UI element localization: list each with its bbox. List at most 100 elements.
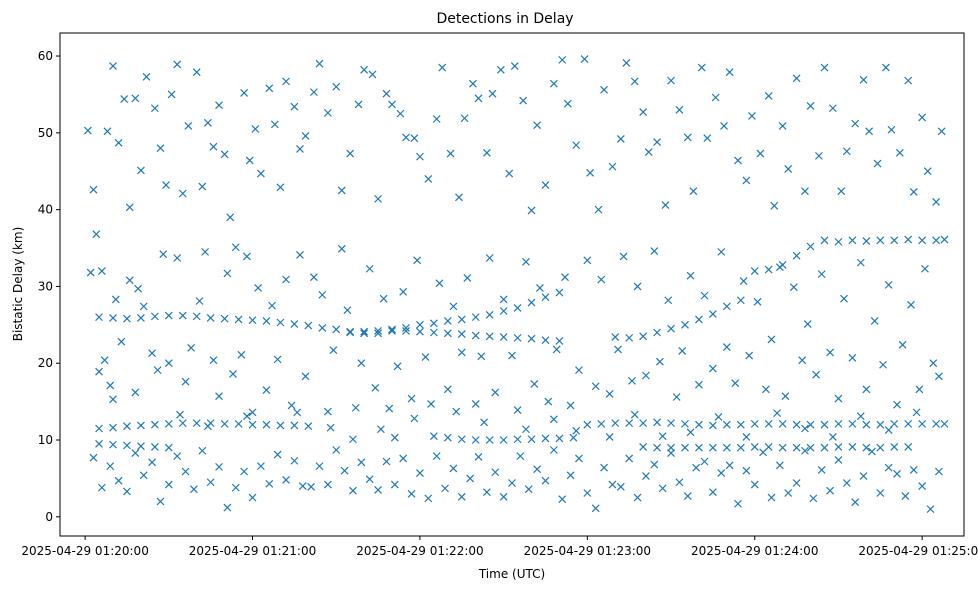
data-point: [150, 420, 159, 429]
data-point: [452, 407, 461, 416]
data-point: [700, 291, 709, 300]
data-point: [778, 443, 787, 452]
data-point: [664, 296, 673, 305]
data-point: [485, 254, 494, 262]
data-point: [173, 452, 182, 461]
data-point: [876, 443, 885, 452]
data-point: [608, 162, 617, 171]
data-point: [806, 102, 815, 110]
data-point: [934, 467, 943, 476]
data-point: [600, 85, 608, 94]
data-point: [273, 355, 282, 364]
data-point: [429, 432, 438, 441]
x-axis-label: Time (UTC): [478, 567, 545, 581]
data-point: [722, 420, 731, 429]
data-point: [471, 313, 480, 322]
data-point: [323, 108, 332, 117]
data-point: [176, 410, 184, 419]
data-point: [801, 424, 809, 433]
data-point: [265, 84, 274, 93]
data-point: [92, 230, 101, 239]
data-point: [424, 494, 433, 503]
data-point: [89, 453, 98, 462]
data-point: [653, 418, 662, 427]
data-point: [736, 296, 745, 305]
data-point: [416, 327, 424, 336]
data-point: [95, 439, 103, 448]
data-point: [326, 423, 335, 432]
data-point: [918, 113, 927, 122]
data-point: [270, 120, 279, 129]
series-6: [750, 235, 949, 275]
data-point: [388, 327, 396, 335]
x-tick-label: 2025-04-29 01:25:00: [858, 544, 978, 558]
data-point: [443, 317, 452, 325]
data-point: [298, 482, 307, 491]
data-point: [139, 302, 148, 311]
data-point: [374, 485, 382, 494]
data-point: [471, 436, 480, 444]
data-point: [203, 422, 212, 431]
data-point: [499, 307, 508, 315]
data-point: [708, 310, 717, 318]
data-point: [907, 300, 915, 309]
data-point: [806, 420, 815, 429]
y-tick-label: 20: [38, 356, 53, 370]
data-point: [150, 104, 159, 113]
data-point: [457, 348, 466, 357]
data-point: [566, 471, 575, 480]
data-point: [136, 421, 145, 430]
data-point: [282, 275, 290, 284]
data-point: [597, 419, 606, 428]
data-point: [488, 89, 497, 98]
data-point: [421, 353, 430, 361]
data-point: [301, 372, 310, 381]
data-point: [915, 385, 924, 394]
data-point: [711, 93, 720, 102]
data-point: [583, 420, 592, 429]
y-tick-label: 0: [45, 510, 53, 524]
data-point: [661, 201, 670, 209]
data-point: [695, 380, 703, 389]
data-point: [304, 321, 313, 330]
data-point: [496, 65, 505, 74]
data-point: [812, 370, 821, 379]
data-point: [231, 483, 240, 492]
data-point: [934, 372, 943, 381]
data-point: [697, 63, 706, 72]
data-point: [499, 333, 508, 342]
data-point: [683, 492, 692, 500]
data-point: [923, 167, 932, 176]
data-point: [806, 242, 815, 251]
data-point: [357, 458, 366, 467]
data-point: [365, 264, 374, 273]
data-point: [817, 466, 826, 474]
data-point: [778, 419, 787, 428]
data-point: [432, 115, 441, 123]
data-point: [655, 357, 664, 366]
data-point: [332, 446, 341, 454]
data-point: [817, 270, 826, 279]
data-point: [109, 395, 117, 404]
data-point: [842, 147, 851, 156]
data-point: [164, 419, 173, 428]
data-point: [131, 94, 140, 103]
data-point: [480, 418, 489, 427]
data-point: [276, 318, 285, 327]
data-point: [630, 410, 639, 419]
y-tick-label: 50: [38, 126, 53, 140]
data-point: [722, 343, 731, 352]
chart-title: Detections in Delay: [436, 11, 573, 27]
data-point: [410, 414, 419, 423]
data-point: [142, 72, 151, 81]
data-point: [619, 252, 628, 261]
data-point: [485, 436, 494, 444]
data-point: [134, 284, 143, 293]
data-point: [739, 277, 748, 285]
data-point: [262, 420, 271, 429]
data-point: [781, 392, 790, 401]
data-point: [482, 488, 491, 497]
data-point: [572, 426, 581, 435]
data-point: [131, 388, 140, 397]
data-point: [178, 311, 187, 320]
